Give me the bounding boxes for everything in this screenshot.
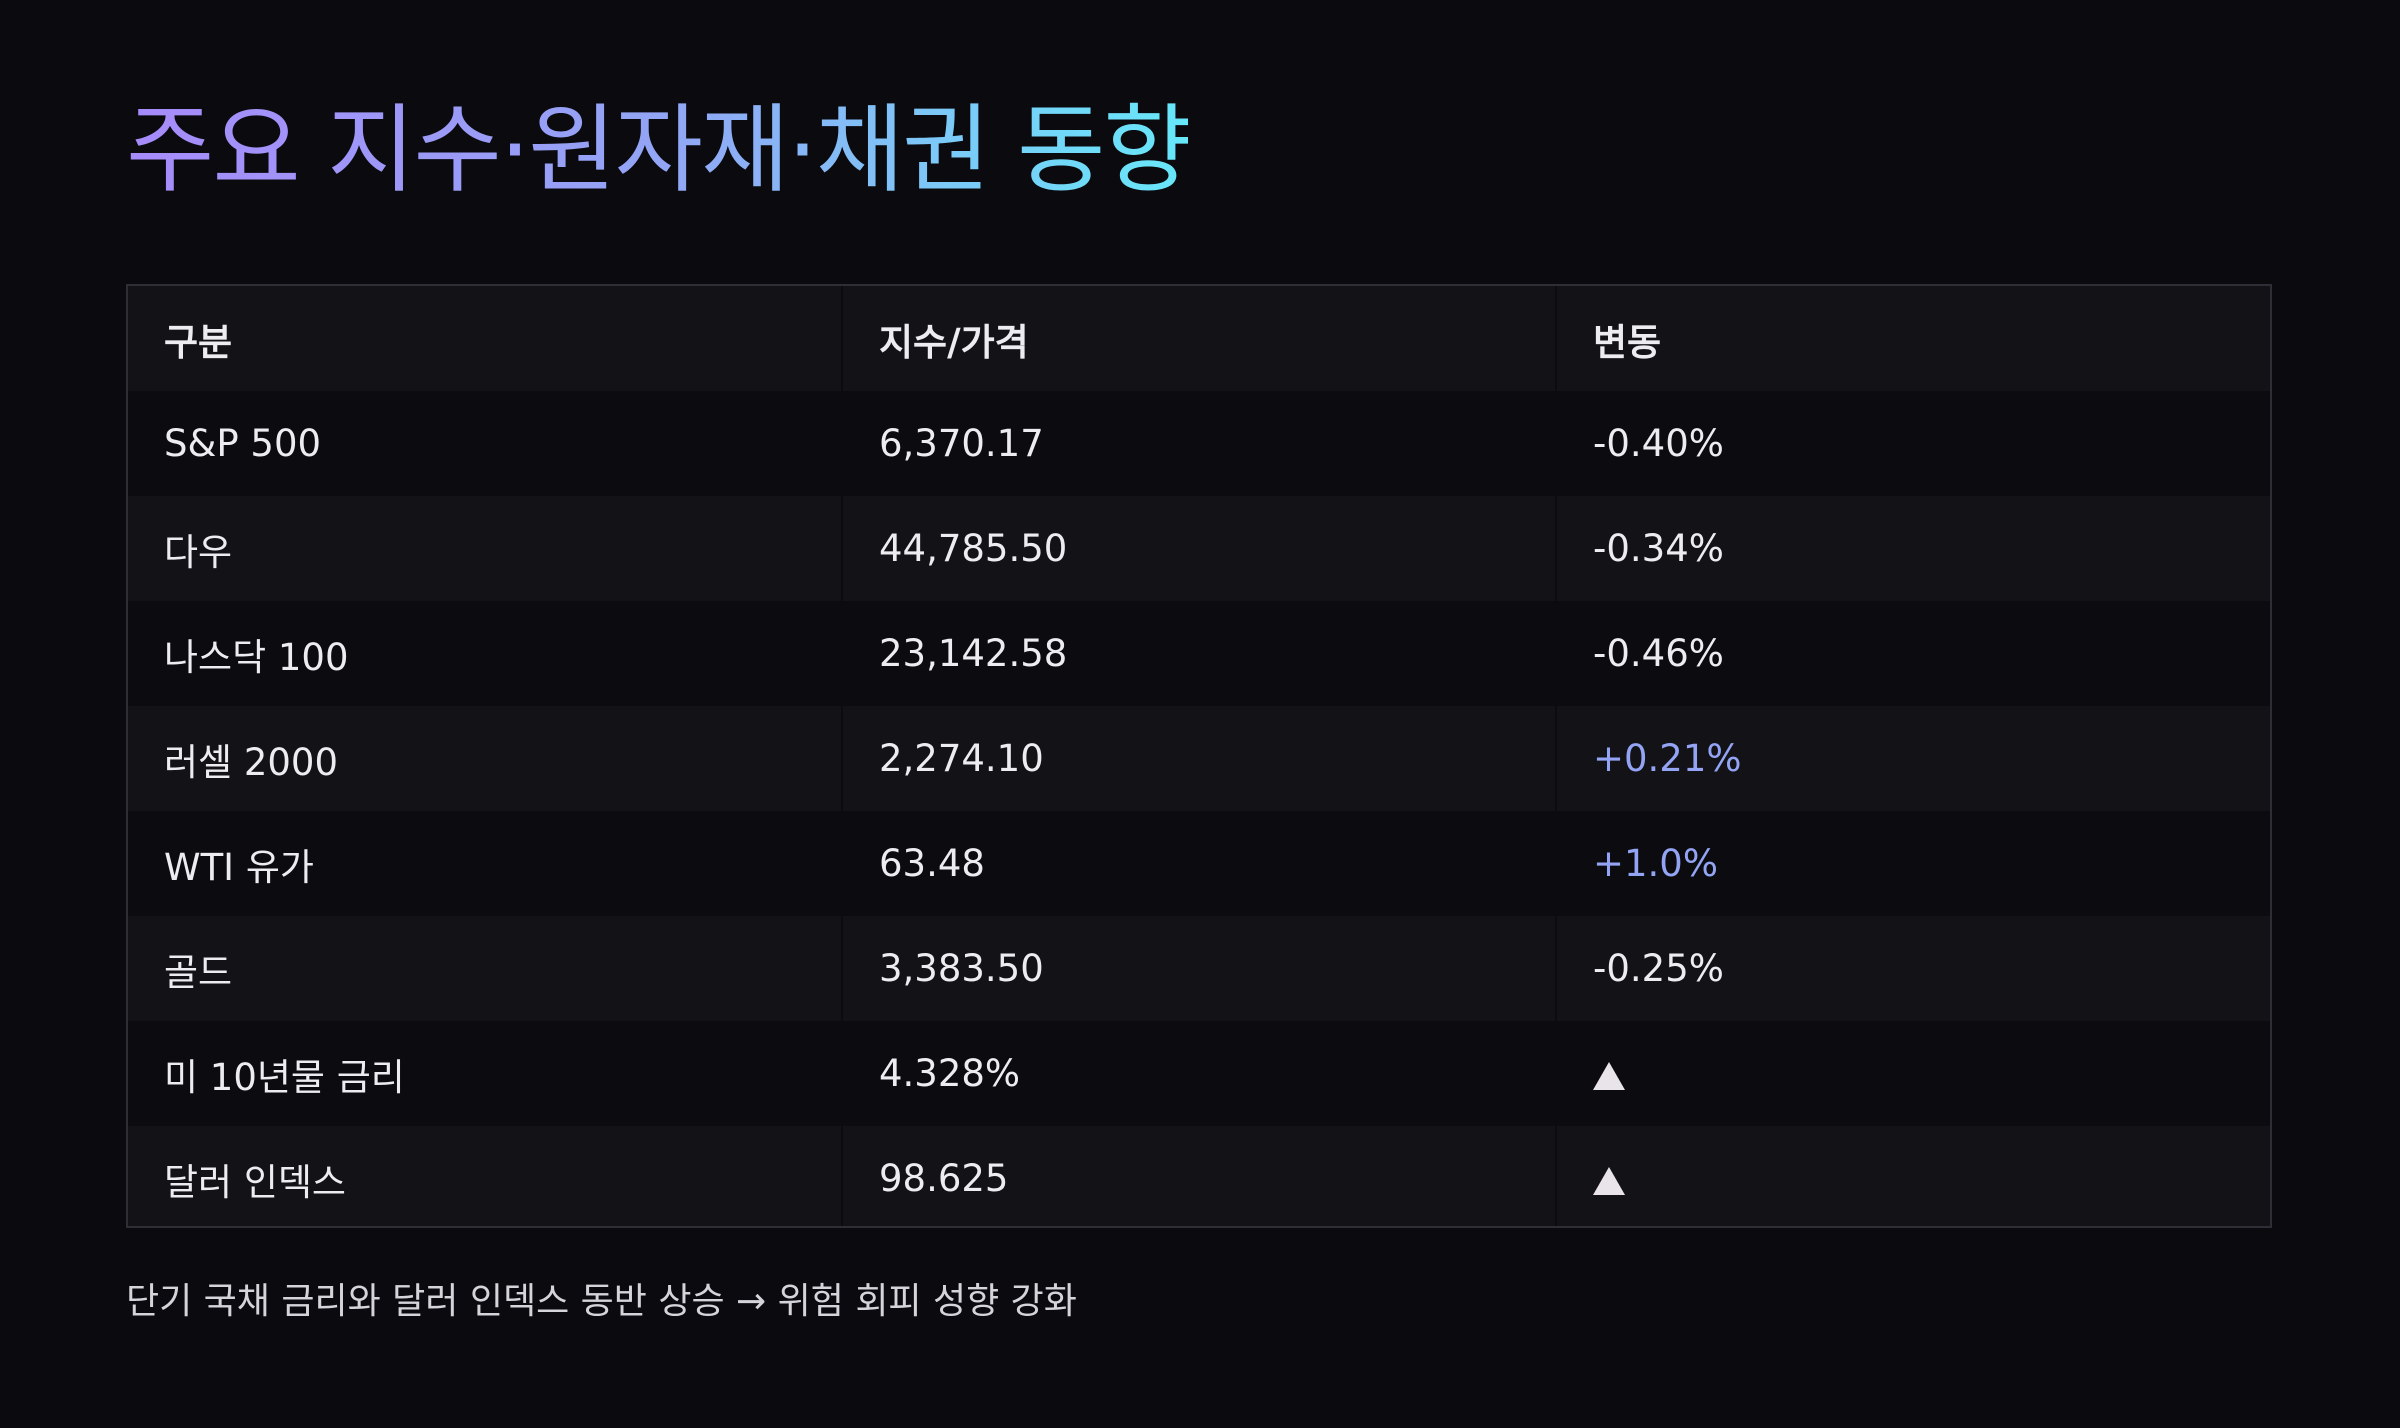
row-name: 다우 [128, 496, 842, 601]
row-change: -0.40% [1555, 391, 2270, 496]
row-value: 63.48 [841, 811, 1556, 916]
table-row: WTI 유가 63.48 +1.0% [128, 811, 2270, 916]
row-value: 44,785.50 [841, 496, 1556, 601]
table-row: S&P 500 6,370.17 -0.40% [128, 391, 2270, 496]
row-change: -0.46% [1555, 601, 2270, 706]
row-change: +1.0% [1555, 811, 2270, 916]
table-row: 나스닥 100 23,142.58 -0.46% [128, 601, 2270, 706]
row-name: 달러 인덱스 [128, 1126, 842, 1226]
row-name: 러셀 2000 [128, 706, 842, 811]
table-row: 달러 인덱스 98.625 [128, 1126, 2270, 1226]
up-triangle-icon [1593, 1061, 1625, 1090]
row-change [1555, 1021, 2270, 1126]
table-row: 러셀 2000 2,274.10 +0.21% [128, 706, 2270, 811]
header-change: 변동 [1555, 286, 2270, 391]
table-row: 골드 3,383.50 -0.25% [128, 916, 2270, 1021]
row-value: 23,142.58 [841, 601, 1556, 706]
row-value: 6,370.17 [841, 391, 1556, 496]
table-header-row: 구분 지수/가격 변동 [128, 286, 2270, 391]
header-price: 지수/가격 [841, 286, 1556, 391]
page-title: 주요 지수·원자재·채권 동향 [126, 88, 1192, 212]
table-row: 다우 44,785.50 -0.34% [128, 496, 2270, 601]
table-row: 미 10년물 금리 4.328% [128, 1021, 2270, 1126]
row-value: 3,383.50 [841, 916, 1556, 1021]
row-value: 2,274.10 [841, 706, 1556, 811]
row-name: 골드 [128, 916, 842, 1021]
up-triangle-icon [1593, 1166, 1625, 1195]
row-name: WTI 유가 [128, 811, 842, 916]
row-change: +0.21% [1555, 706, 2270, 811]
row-change: -0.25% [1555, 916, 2270, 1021]
summary-caption: 단기 국채 금리와 달러 인덱스 동반 상승 → 위험 회피 성향 강화 [126, 1281, 1077, 1322]
row-change [1555, 1126, 2270, 1226]
row-value: 98.625 [841, 1126, 1556, 1226]
row-change: -0.34% [1555, 496, 2270, 601]
header-category: 구분 [128, 286, 842, 391]
row-value: 4.328% [841, 1021, 1556, 1126]
market-table: 구분 지수/가격 변동 S&P 500 6,370.17 -0.40% 다우 4… [126, 284, 2272, 1228]
row-name: 나스닥 100 [128, 601, 842, 706]
row-name: S&P 500 [128, 391, 842, 496]
row-name: 미 10년물 금리 [128, 1021, 842, 1126]
